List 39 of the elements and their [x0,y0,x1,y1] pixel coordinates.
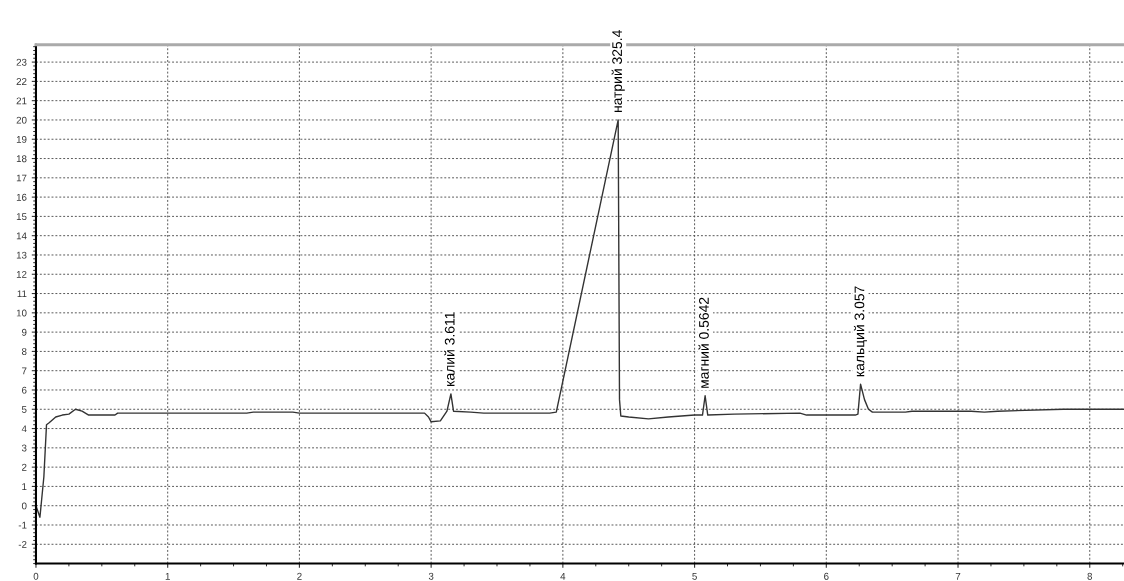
annotation: калий 3.611 [444,312,455,386]
x-tick-label: 3 [428,572,434,580]
y-tick-label: 17 [16,174,27,182]
y-tick-label: 19 [16,135,27,143]
y-tick-label: 14 [16,232,27,240]
y-tick-label: 10 [16,309,27,317]
y-tick-label: 18 [16,155,27,163]
x-tick-label: 2 [297,572,302,580]
annotation: натрий 325.4 [611,30,625,113]
y-tick-label: 5 [21,406,27,413]
y-tick-label: 20 [16,116,27,124]
y-tick-label: -1 [18,521,27,529]
y-tick-label: 7 [22,367,27,375]
x-tick-label: 0 [33,572,39,580]
y-tick-label: 3 [21,444,27,452]
y-tick-label: -2 [18,541,27,548]
y-tick-label: 12 [16,270,27,278]
x-tick-label: 7 [955,572,961,580]
x-tick-label: 5 [692,572,697,580]
y-tick-label: 0 [21,502,27,510]
y-tick-label: 6 [22,386,27,394]
x-tick-label: 1 [165,572,170,580]
y-tick-label: 22 [16,78,27,85]
y-tick-label: 21 [16,97,27,105]
annotation: кальций 3.057 [853,286,867,377]
x-tick-label: 8 [1087,572,1093,580]
x-tick-label: 4 [560,572,566,580]
y-tick-label: 8 [21,348,27,356]
y-tick-label: 13 [16,251,27,259]
y-tick-label: 9 [21,328,27,336]
y-tick-label: 2 [22,463,27,471]
y-tick-label: 11 [17,290,27,298]
y-tick-label: 1 [22,483,27,490]
y-tick-label: 16 [16,193,27,201]
y-tick-label: 23 [16,58,27,66]
x-tick-label: 6 [824,572,829,580]
annotation: магний 0.5642 [698,297,709,388]
y-tick-label: 4 [21,425,27,433]
y-tick-label: 15 [16,213,27,221]
